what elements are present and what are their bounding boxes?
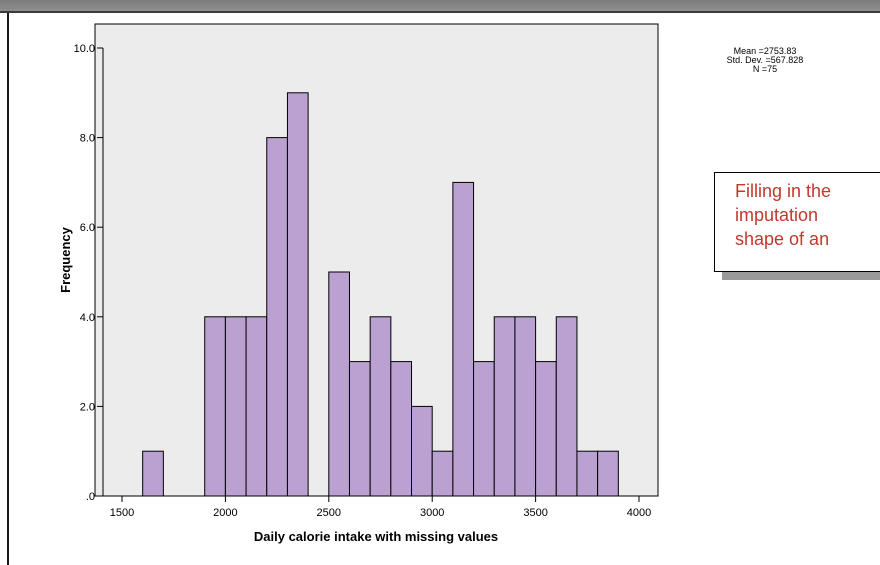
callout-line-3: shape of an xyxy=(735,229,830,249)
stat-mean: Mean =2753.83 xyxy=(733,46,797,56)
y-tick-label: 4.0 xyxy=(80,312,95,324)
x-tick-label: 3500 xyxy=(523,507,547,519)
stat-n: N =75 xyxy=(752,64,778,74)
y-axis: .0 2.0 4.0 6.0 8.0 10.0 xyxy=(74,43,104,503)
histogram-bar xyxy=(514,316,537,497)
bars-group xyxy=(142,92,619,497)
histogram-bar xyxy=(576,450,599,497)
histogram-bar xyxy=(348,361,371,497)
window-top-border xyxy=(0,11,880,13)
x-tick-label: 3000 xyxy=(420,507,444,519)
histogram-bar xyxy=(245,316,268,497)
histogram-bar xyxy=(597,450,619,497)
y-tick-label: 10.0 xyxy=(74,43,95,55)
histogram-bar xyxy=(473,361,495,497)
histogram-bar xyxy=(390,361,413,497)
summary-stats: Mean =2753.83 Std. Dev. =567.828 N =75 xyxy=(700,47,830,74)
histogram-bar xyxy=(452,181,475,497)
histogram-bar xyxy=(224,316,247,497)
y-tick-label: 2.0 xyxy=(80,401,95,413)
histogram-bar xyxy=(431,450,454,497)
y-tick-label: .0 xyxy=(86,491,95,503)
y-tick-label: 8.0 xyxy=(80,133,95,145)
histogram-bar xyxy=(369,316,392,497)
histogram-bar xyxy=(535,361,557,497)
histogram-bar xyxy=(286,92,309,497)
histogram-bar xyxy=(328,271,350,497)
histogram-bar xyxy=(493,316,516,497)
x-tick-label: 1500 xyxy=(110,507,134,519)
callout-box: Filling in the imputation shape of an xyxy=(714,172,880,272)
window-left-border xyxy=(7,13,9,565)
stat-std-dev: Std. Dev. =567.828 xyxy=(726,55,804,65)
histogram-bar xyxy=(266,137,288,497)
histogram-bar xyxy=(555,316,578,497)
x-axis: 1500 2000 2500 3000 3500 4000 xyxy=(103,495,654,519)
y-tick-label: 6.0 xyxy=(80,222,95,234)
callout-line-1: Filling in the xyxy=(735,181,832,201)
x-tick-label: 2500 xyxy=(317,507,341,519)
callout-line-2: imputation xyxy=(735,205,819,225)
window-top-bar xyxy=(0,0,880,11)
histogram-bar xyxy=(204,316,226,497)
histogram-bar xyxy=(142,450,164,497)
x-axis-label: Daily calorie intake with missing values xyxy=(254,529,498,544)
histogram-bar xyxy=(411,405,433,497)
x-tick-label: 2000 xyxy=(213,507,237,519)
x-tick-label: 4000 xyxy=(627,507,651,519)
y-axis-label: Frequency xyxy=(58,226,73,293)
